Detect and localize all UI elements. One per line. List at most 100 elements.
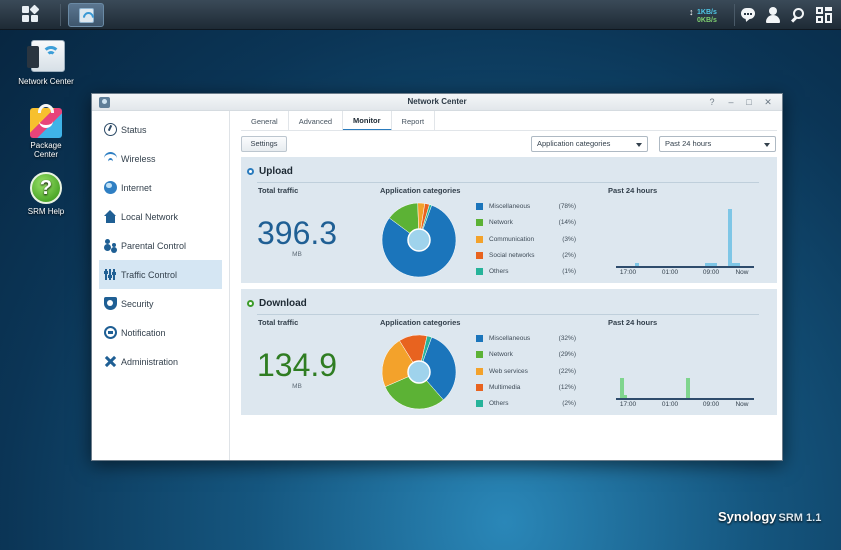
sidebar-item-status[interactable]: Status — [99, 115, 222, 144]
upload-rate: 1KB/s — [697, 9, 717, 16]
network-center-window: Network Center ? – □ ✕ Status Wireless I… — [91, 93, 783, 461]
legend-item: Miscellaneous (78%) — [476, 202, 576, 212]
total-traffic-label: Total traffic — [258, 186, 299, 195]
user-icon[interactable] — [765, 7, 781, 23]
legend-percent: (29%) — [558, 351, 576, 359]
x-tick-label: Now — [735, 269, 749, 276]
tab-general[interactable]: General — [241, 111, 289, 131]
time-range-select[interactable]: Past 24 hours — [659, 136, 776, 152]
sidebar-item-label: Administration — [121, 356, 179, 367]
desktop-icon-label: Package Center — [30, 141, 62, 159]
legend-swatch — [476, 203, 483, 210]
package-center-icon — [26, 104, 66, 138]
notification-icon — [104, 326, 117, 339]
updown-arrows-icon: ↕ — [689, 7, 694, 17]
window-titlebar[interactable]: Network Center ? – □ ✕ — [92, 94, 782, 111]
tab-monitor[interactable]: Monitor — [343, 111, 392, 131]
close-button[interactable]: ✕ — [764, 97, 772, 107]
download-unit: MB — [292, 383, 302, 390]
traffic-bar — [705, 262, 710, 266]
sidebar-item-parental-control[interactable]: Parental Control — [99, 231, 222, 260]
sidebar-item-notification[interactable]: Notification — [99, 318, 222, 347]
taskbar-network-center-button[interactable] — [68, 3, 104, 27]
taskbar: ↕ 1KB/s 0KB/s — [0, 0, 841, 30]
past-24-label: Past 24 hours — [608, 318, 658, 327]
download-title: Download — [259, 298, 307, 309]
legend-swatch — [476, 268, 483, 276]
legend-percent: (2%) — [562, 400, 576, 408]
x-axis — [616, 398, 754, 400]
main-menu-icon[interactable] — [22, 4, 40, 24]
legend-label: Web services — [489, 367, 528, 375]
upload-dot-icon — [247, 168, 254, 175]
chevron-down-icon — [764, 143, 770, 147]
legend-label: Social networks — [489, 251, 535, 259]
tab-advanced[interactable]: Advanced — [289, 111, 344, 131]
legend-percent: (78%) — [558, 203, 576, 210]
settings-button[interactable]: Settings — [241, 136, 287, 152]
widgets-icon[interactable] — [816, 7, 832, 23]
chat-icon[interactable] — [740, 7, 756, 23]
legend-percent: (1%) — [562, 268, 576, 276]
desktop-srm-help[interactable]: ? SRM Help — [11, 172, 81, 216]
sidebar-item-internet[interactable]: Internet — [99, 173, 222, 202]
x-tick-label: Now — [735, 401, 749, 408]
desktop-package-center[interactable]: Package Center — [11, 104, 81, 159]
desktop-network-center[interactable]: Network Center — [11, 40, 81, 86]
legend-swatch — [476, 335, 483, 342]
legend-item: Multimedia (12%) — [476, 383, 576, 393]
download-rate: 0KB/s — [697, 17, 717, 24]
upload-panel: Upload Total traffic Application categor… — [241, 157, 777, 283]
download-panel: Download Total traffic Application categ… — [241, 289, 777, 415]
traffic-bar — [736, 262, 741, 266]
past-24-label: Past 24 hours — [608, 186, 658, 195]
category-select[interactable]: Application categories — [531, 136, 648, 152]
x-tick-label: 09:00 — [702, 269, 720, 276]
legend-percent: (12%) — [558, 383, 576, 391]
legend-item: Network (29%) — [476, 350, 576, 360]
legend-swatch — [476, 251, 483, 259]
sidebar-item-label: Wireless — [121, 153, 156, 164]
traffic-bar — [732, 262, 737, 266]
sidebar-item-wireless[interactable]: Wireless — [99, 144, 222, 173]
pie-slice — [384, 371, 444, 410]
traffic-bar — [623, 394, 627, 398]
total-traffic-label: Total traffic — [258, 318, 299, 327]
traffic-bar — [712, 262, 717, 266]
upload-title: Upload — [259, 166, 293, 177]
minimize-button[interactable]: – — [728, 97, 734, 107]
maximize-button[interactable]: □ — [746, 97, 752, 107]
sidebar-item-traffic-control[interactable]: Traffic Control — [99, 260, 222, 289]
legend-item: Network (14%) — [476, 218, 576, 228]
legend-label: Network — [489, 351, 513, 359]
sidebar-item-label: Local Network — [121, 211, 179, 222]
legend-percent: (14%) — [558, 219, 576, 227]
legend-percent: (22%) — [558, 367, 576, 375]
brand-name: Synology — [718, 509, 777, 524]
sidebar-item-label: Status — [121, 124, 147, 135]
legend-swatch — [476, 383, 483, 391]
sidebar-item-security[interactable]: Security — [99, 289, 222, 318]
legend-label: Multimedia — [489, 383, 521, 391]
legend-item: Miscellaneous (32%) — [476, 334, 576, 344]
sidebar-item-label: Security — [121, 298, 154, 309]
time-range-select-value: Past 24 hours — [665, 139, 712, 148]
help-icon: ? — [30, 172, 62, 204]
sidebar-item-local-network[interactable]: Local Network — [99, 202, 222, 231]
globe-icon — [104, 181, 117, 194]
network-center-app-icon — [99, 97, 110, 108]
pie-center — [407, 360, 431, 384]
legend-label: Others — [489, 400, 509, 408]
wifi-icon — [104, 152, 117, 165]
legend-item: Others (2%) — [476, 399, 576, 409]
tab-report[interactable]: Report — [392, 111, 436, 131]
app-categories-label: Application categories — [380, 186, 461, 195]
legend-percent: (2%) — [562, 251, 576, 259]
download-total: 134.9 — [257, 347, 338, 383]
help-button[interactable]: ? — [709, 97, 715, 107]
sidebar-item-administration[interactable]: Administration — [99, 347, 222, 376]
legend-label: Communication — [489, 235, 535, 243]
traffic-bar — [709, 262, 714, 266]
search-icon[interactable] — [790, 7, 806, 23]
traffic-bar — [686, 378, 690, 398]
